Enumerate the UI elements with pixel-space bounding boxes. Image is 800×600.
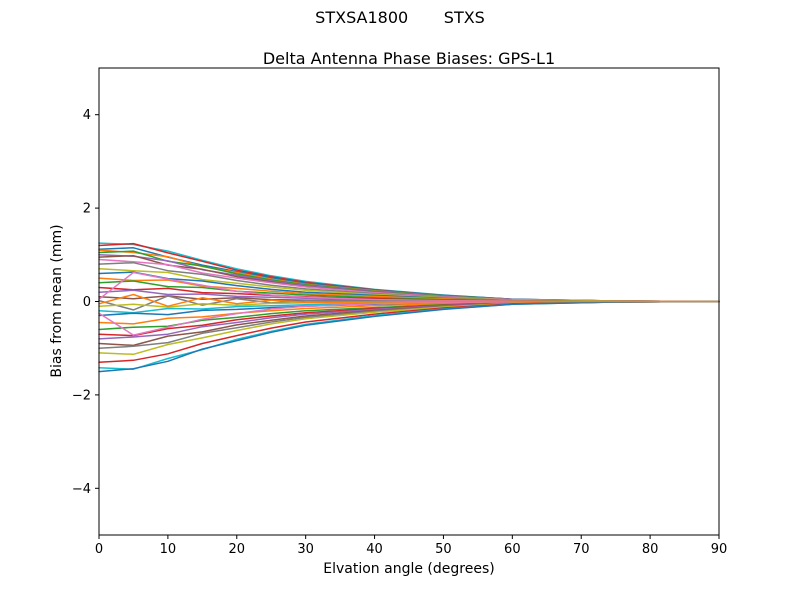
y-axis-label: Bias from mean (mm) [49, 224, 65, 378]
chart-subtitle: Delta Antenna Phase Biases: GPS-L1 [262, 49, 556, 68]
x-axis-label: Elvation angle (degrees) [323, 561, 495, 577]
x-tick-label: 90 [711, 542, 728, 557]
y-tick-label: 0 [83, 295, 91, 310]
x-tick-label: 10 [160, 542, 177, 557]
chart-title: STXSA1800 STXS [315, 8, 485, 27]
x-tick-label: 50 [435, 542, 452, 557]
series-line-26 [98, 300, 720, 347]
x-tick-label: 80 [642, 542, 659, 557]
x-tick-label: 20 [229, 542, 246, 557]
x-tick-label: 30 [297, 542, 314, 557]
y-tick-label: 2 [83, 202, 91, 217]
x-tick-label: 60 [504, 542, 521, 557]
x-tick-label: 70 [573, 542, 590, 557]
y-tick-label: −2 [72, 388, 91, 403]
series-line-23 [98, 300, 720, 331]
series-line-24 [98, 300, 720, 337]
series-line-32 [98, 300, 720, 373]
x-tick-label: 0 [95, 542, 103, 557]
y-tick-label: −4 [72, 482, 91, 497]
x-tick-label: 40 [366, 542, 383, 557]
series-line-33 [98, 293, 720, 307]
y-tick-label: 4 [83, 108, 91, 123]
